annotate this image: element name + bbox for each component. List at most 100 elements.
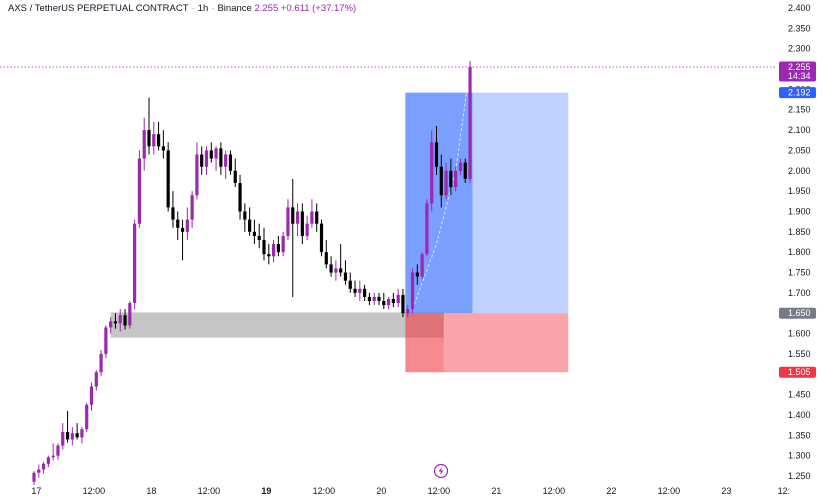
candle-body[interactable] [267, 254, 271, 257]
candle-body[interactable] [372, 296, 376, 302]
candle-body[interactable] [99, 353, 103, 373]
candle-body[interactable] [425, 203, 429, 255]
candle-body[interactable] [214, 148, 218, 159]
candle-body[interactable] [454, 170, 458, 188]
candle-body[interactable] [41, 463, 46, 470]
candle-body[interactable] [458, 162, 463, 171]
loss-zone-filled [405, 313, 444, 373]
candle-body[interactable] [271, 244, 276, 257]
candle-body[interactable] [305, 223, 309, 236]
candle-body[interactable] [248, 219, 252, 232]
candle-body[interactable] [238, 182, 242, 212]
candle-body[interactable] [396, 294, 400, 304]
candle-body[interactable] [329, 264, 333, 273]
candle-body[interactable] [434, 142, 439, 167]
candle-body[interactable] [353, 288, 357, 293]
candle-body[interactable] [319, 223, 324, 253]
candle-body[interactable] [377, 296, 381, 302]
candle-body[interactable] [228, 154, 233, 171]
candle-body[interactable] [468, 67, 472, 179]
candle-body[interactable] [32, 472, 36, 482]
candle-body[interactable] [171, 207, 175, 220]
candle-body[interactable] [276, 244, 280, 253]
candle-body[interactable] [391, 298, 395, 304]
candle-body[interactable] [180, 227, 185, 232]
candle-body[interactable] [209, 150, 213, 159]
candle-body[interactable] [190, 195, 194, 220]
candle-body[interactable] [334, 268, 338, 273]
candle-body[interactable] [430, 142, 434, 204]
candle-body[interactable] [94, 372, 98, 387]
candle-body[interactable] [386, 298, 391, 306]
candle-body[interactable] [367, 296, 372, 302]
candle-body[interactable] [109, 321, 113, 328]
candle-body[interactable] [70, 433, 74, 440]
candle-body[interactable] [46, 457, 50, 464]
candle-body[interactable] [243, 211, 247, 220]
candle-body[interactable] [200, 154, 204, 167]
candle-body[interactable] [444, 170, 448, 196]
candle-body[interactable] [123, 315, 127, 326]
candle-body[interactable] [219, 148, 223, 167]
candle-body[interactable] [204, 150, 209, 167]
interval-label[interactable]: 1h [197, 3, 209, 14]
candle-body[interactable] [233, 170, 237, 183]
candle-body[interactable] [439, 166, 443, 196]
candle-body[interactable] [257, 235, 261, 240]
candle-body[interactable] [56, 445, 60, 456]
price-tick-label: 2.050 [788, 145, 811, 155]
candle-body[interactable] [176, 219, 180, 228]
candle-body[interactable] [224, 154, 228, 167]
candle-body[interactable] [166, 150, 170, 208]
candle-body[interactable] [339, 268, 343, 273]
candle-body[interactable] [156, 134, 161, 147]
candle-body[interactable] [118, 315, 122, 324]
candle-body[interactable] [300, 211, 304, 236]
candle-body[interactable] [324, 252, 328, 265]
candle-body[interactable] [286, 207, 290, 236]
candle-body[interactable] [133, 223, 137, 304]
candle-body[interactable] [415, 272, 419, 277]
candle-body[interactable] [104, 327, 108, 354]
candle-body[interactable] [343, 272, 348, 281]
candle-body[interactable] [420, 254, 424, 277]
candle-body[interactable] [463, 162, 467, 179]
candle-body[interactable] [185, 219, 189, 232]
candle-body[interactable] [195, 154, 199, 196]
candle-body[interactable] [51, 455, 55, 458]
candle-body[interactable] [348, 280, 352, 289]
candle-body[interactable] [291, 207, 295, 224]
candle-body[interactable] [281, 235, 285, 253]
candle-body[interactable] [315, 211, 319, 224]
candle-body[interactable] [147, 130, 151, 147]
candle-body[interactable] [363, 288, 367, 297]
candle-body[interactable] [89, 386, 94, 405]
candle-body[interactable] [75, 433, 79, 438]
candle-body[interactable] [358, 288, 362, 293]
candle-body[interactable] [161, 146, 165, 151]
symbol-name[interactable]: AXS / TetherUS PERPETUAL CONTRACT [8, 3, 189, 14]
candle-body[interactable] [382, 301, 386, 306]
candle-body[interactable] [85, 404, 89, 430]
candle-body[interactable] [449, 170, 453, 188]
candle-body[interactable] [152, 134, 156, 147]
candle-body[interactable] [406, 309, 410, 314]
candle-body[interactable] [252, 231, 257, 236]
candle-body[interactable] [310, 211, 314, 224]
candle-body[interactable] [65, 432, 70, 440]
candle-body[interactable] [142, 130, 146, 159]
candle-body[interactable] [113, 321, 118, 324]
candle-body[interactable] [128, 303, 132, 326]
loss-zone[interactable] [405, 313, 569, 373]
candle-body[interactable] [401, 294, 405, 314]
candle-body[interactable] [37, 469, 41, 473]
time-tick-label: 12:00 [428, 486, 451, 496]
candle-body[interactable] [137, 158, 142, 224]
candle-body[interactable] [61, 432, 65, 446]
candle-body[interactable] [80, 429, 84, 438]
candle-body[interactable] [262, 239, 266, 255]
candle-body[interactable] [295, 211, 300, 224]
candle-body[interactable] [410, 272, 415, 310]
